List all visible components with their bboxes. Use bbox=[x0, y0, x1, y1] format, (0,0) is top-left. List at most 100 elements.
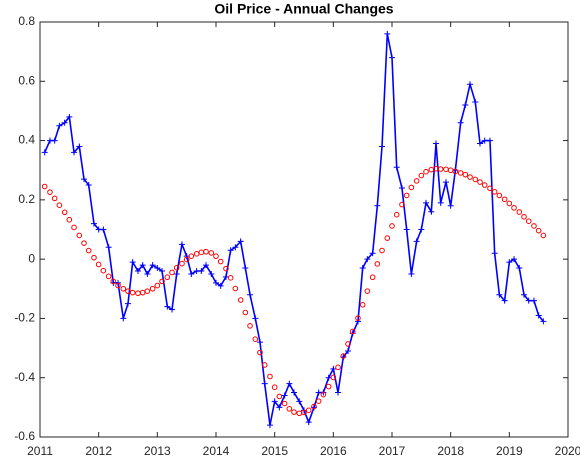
plus-marker bbox=[437, 199, 444, 206]
circle-marker bbox=[61, 209, 68, 216]
plus-marker bbox=[81, 176, 87, 183]
plus-marker bbox=[540, 318, 547, 325]
circle-marker bbox=[56, 202, 63, 208]
circle-marker bbox=[223, 265, 229, 272]
plus-marker bbox=[393, 164, 400, 171]
plus-marker bbox=[281, 392, 288, 399]
x-tick-label: 2014 bbox=[203, 444, 230, 458]
circle-marker bbox=[501, 196, 508, 203]
circle-marker bbox=[349, 328, 356, 335]
circle-marker bbox=[247, 323, 253, 329]
circle-marker bbox=[188, 253, 195, 259]
circle-marker bbox=[169, 269, 175, 276]
plus-marker bbox=[359, 265, 366, 272]
plus-marker bbox=[76, 143, 83, 150]
circle-marker bbox=[301, 409, 307, 416]
plus-marker bbox=[379, 143, 386, 150]
plus-marker bbox=[506, 259, 513, 266]
circle-marker bbox=[237, 297, 244, 303]
circle-marker bbox=[95, 261, 102, 268]
circle-marker bbox=[525, 218, 532, 224]
circle-marker bbox=[110, 278, 117, 285]
plus-marker bbox=[335, 389, 342, 396]
circle-marker bbox=[335, 364, 341, 371]
plus-marker bbox=[530, 297, 537, 304]
circle-marker bbox=[179, 260, 185, 267]
circle-marker bbox=[149, 285, 156, 292]
plus-marker bbox=[61, 119, 68, 126]
x-tick-label: 2013 bbox=[144, 444, 171, 458]
plus-marker bbox=[134, 268, 141, 274]
plus-marker bbox=[462, 102, 469, 108]
circle-marker bbox=[413, 178, 420, 184]
plus-marker bbox=[364, 256, 371, 263]
plus-marker bbox=[467, 81, 474, 88]
circle-marker bbox=[379, 247, 385, 254]
plus-marker bbox=[535, 312, 542, 319]
circle-marker bbox=[105, 273, 112, 280]
plus-marker bbox=[247, 291, 254, 298]
plus-marker bbox=[418, 226, 425, 233]
plus-marker bbox=[129, 259, 136, 266]
plus-marker bbox=[501, 297, 508, 304]
circle-marker bbox=[521, 213, 527, 220]
plus-marker bbox=[125, 300, 131, 307]
plus-marker bbox=[389, 54, 395, 61]
chart-title: Oil Price - Annual Changes bbox=[214, 1, 393, 17]
plus-marker bbox=[139, 262, 146, 269]
x-tick-label: 2011 bbox=[27, 444, 53, 458]
plus-marker bbox=[384, 30, 391, 37]
plus-marker bbox=[85, 182, 92, 189]
circle-marker bbox=[154, 282, 161, 289]
circle-marker bbox=[286, 406, 293, 412]
plus-marker bbox=[271, 398, 278, 405]
plot-area bbox=[39, 21, 569, 438]
plus-marker bbox=[266, 422, 273, 429]
plus-marker bbox=[525, 297, 532, 304]
circle-marker bbox=[271, 384, 278, 391]
circle-marker bbox=[291, 409, 297, 415]
plus-marker bbox=[257, 339, 263, 346]
plus-marker bbox=[491, 250, 498, 257]
plus-marker bbox=[252, 315, 259, 322]
x-tick-label: 2015 bbox=[261, 444, 288, 458]
plus-marker bbox=[227, 247, 234, 254]
circle-marker bbox=[267, 373, 273, 380]
plus-marker bbox=[472, 99, 479, 106]
circle-marker bbox=[85, 247, 92, 254]
x-tick-label: 2016 bbox=[320, 444, 347, 458]
circle-marker bbox=[139, 289, 146, 296]
circle-marker bbox=[76, 232, 83, 239]
circle-marker bbox=[51, 195, 58, 202]
plus-marker bbox=[398, 185, 405, 191]
y-tick-label: -0.6 bbox=[14, 429, 35, 443]
circle-marker bbox=[487, 185, 493, 192]
y-tick-label: 0.2 bbox=[18, 192, 35, 206]
plus-marker bbox=[149, 262, 156, 269]
plus-marker bbox=[217, 282, 224, 289]
y-tick-label: -0.2 bbox=[14, 311, 35, 325]
circle-marker bbox=[423, 168, 429, 175]
plus-marker bbox=[198, 268, 205, 274]
plus-marker bbox=[345, 348, 351, 355]
circle-marker bbox=[252, 336, 259, 342]
plus-marker bbox=[173, 270, 180, 277]
plus-marker bbox=[222, 273, 229, 280]
plus-marker bbox=[120, 315, 127, 322]
plus-marker bbox=[100, 226, 107, 233]
plus-marker bbox=[511, 256, 518, 263]
circle-marker bbox=[91, 254, 97, 261]
x-tick-label: 2017 bbox=[379, 444, 406, 458]
x-tick-label: 2020 bbox=[555, 444, 580, 458]
plus-marker bbox=[442, 179, 449, 186]
circle-marker bbox=[467, 174, 473, 180]
circle-marker bbox=[340, 353, 347, 359]
circle-marker bbox=[41, 183, 48, 190]
plus-marker bbox=[164, 303, 171, 310]
circle-marker bbox=[389, 223, 395, 229]
circle-marker bbox=[330, 374, 337, 381]
circle-marker bbox=[183, 256, 190, 263]
circle-marker bbox=[164, 274, 171, 281]
plus-marker bbox=[457, 119, 464, 126]
circle-marker bbox=[320, 391, 327, 398]
